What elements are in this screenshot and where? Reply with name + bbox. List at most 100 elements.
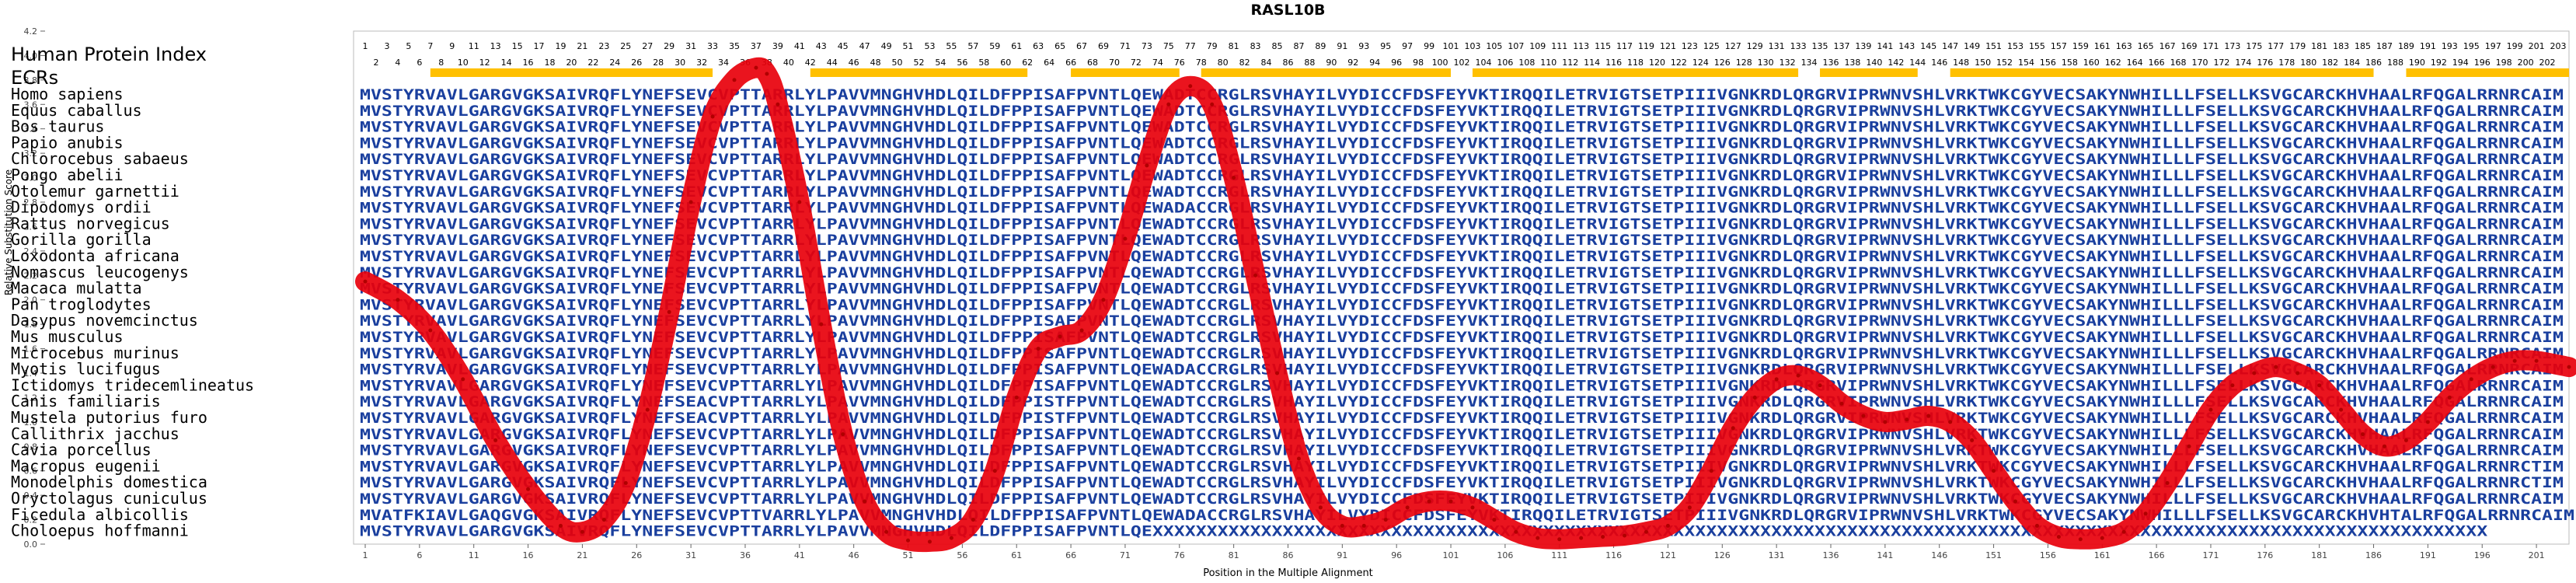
species-name: Dasypus novemcinctus (11, 311, 198, 330)
index-number: 14 (501, 58, 512, 68)
data-point (2383, 444, 2387, 449)
index-number: 202 (2539, 58, 2556, 68)
data-point (884, 529, 889, 534)
index-number: 72 (1131, 58, 1142, 68)
y-tick-label: 1.6 (24, 344, 38, 354)
index-number: 53 (924, 41, 935, 51)
data-point (558, 523, 563, 528)
x-tick-label: 196 (2474, 550, 2491, 560)
data-point (1492, 518, 1497, 522)
index-number: 183 (2333, 41, 2349, 51)
index-number: 30 (675, 58, 685, 68)
species-name: Equus caballus (11, 101, 142, 120)
index-number: 196 (2474, 58, 2491, 68)
index-number: 149 (1964, 41, 1980, 51)
x-axis: 1 6 11 16 21 26 31 36 41 46 51 56 61 66 71 76 81 86 91 96 10… (363, 544, 2545, 560)
data-point (1014, 395, 1019, 400)
index-number: 110 (1540, 58, 1556, 68)
index-number: 97 (1402, 41, 1413, 51)
alignment-rows: Homo sapiens MVSTYRVAVLGARGVGKSAIVRQFLYNE… (11, 85, 2574, 540)
index-number: 47 (859, 41, 870, 51)
index-number: 139 (1855, 41, 1871, 51)
index-number: 145 (1920, 41, 1936, 51)
x-axis-label: Position in the Multiple Alignment (1203, 567, 1373, 579)
sequence: MVSTYRVAVLGARGVGKSAIVRQFLYNEFSEVCVPTTARR… (360, 152, 2564, 168)
data-point (1470, 505, 1475, 510)
index-number: 198 (2496, 58, 2512, 68)
index-number: 76 (1174, 58, 1185, 68)
index-number: 60 (1000, 58, 1011, 68)
index-number: 19 (555, 41, 566, 51)
index-number: 83 (1250, 41, 1261, 51)
y-tick-label: 0.4 (24, 490, 38, 501)
data-point (1123, 236, 1128, 241)
index-number: 167 (2159, 41, 2176, 51)
index-number: 189 (2398, 41, 2414, 51)
data-point (1058, 334, 1062, 339)
index-number: 85 (1272, 41, 1283, 51)
index-number: 170 (2192, 58, 2208, 68)
data-point (1210, 102, 1215, 106)
data-point (710, 114, 715, 119)
index-number: 23 (598, 41, 609, 51)
index-number: 27 (642, 41, 653, 51)
data-point (526, 487, 531, 491)
x-tick-label: 101 (1443, 550, 1459, 560)
index-number: 57 (967, 41, 978, 51)
y-tick-label: 0.8 (24, 442, 38, 452)
data-point (2252, 371, 2257, 375)
data-point (2295, 371, 2300, 375)
y-tick-label: 3.4 (24, 124, 38, 134)
y-tick-label: 2.8 (24, 197, 38, 208)
index-number: 117 (1616, 41, 1633, 51)
data-point (1296, 456, 1301, 461)
data-point (1644, 529, 1649, 534)
species-row: Macaca mulatta MVSTYRVAVLGARGVGKSAIVRQFLY… (11, 279, 2564, 298)
data-point (2567, 365, 2571, 369)
index-number: 111 (1551, 41, 1567, 51)
sequence: MVSTYRVAVLGARGVGKSAIVRQFLYNEFSEVCVPTTARR… (360, 87, 2564, 103)
index-number: 63 (1033, 41, 1044, 51)
index-number: 161 (2094, 41, 2111, 51)
index-number: 61 (1011, 41, 1022, 51)
data-point (1687, 505, 1692, 510)
x-tick-label: 36 (740, 550, 751, 560)
index-number: 95 (1380, 41, 1391, 51)
data-point (2425, 420, 2430, 424)
data-point (1318, 505, 1323, 510)
index-number: 194 (2452, 58, 2469, 68)
index-number: 150 (1975, 58, 1991, 68)
species-row: Homo sapiens MVSTYRVAVLGARGVGKSAIVRQFLYNE… (11, 85, 2564, 103)
index-number: 121 (1660, 41, 1676, 51)
data-point (2187, 444, 2191, 449)
index-number: 126 (1714, 58, 1731, 68)
index-number: 35 (729, 41, 740, 51)
index-number: 190 (2409, 58, 2425, 68)
index-number: 176 (2257, 58, 2273, 68)
x-tick-label: 181 (2311, 550, 2327, 560)
species-row: Equus caballus MVSTYRVAVLGARGVGKSAIVRQFLY… (11, 101, 2564, 120)
index-number: 181 (2311, 41, 2327, 51)
index-number: 24 (609, 58, 620, 68)
data-point (1448, 499, 1453, 504)
species-name: Macropus eugenii (11, 456, 161, 475)
sequence: MVSTYRVAVLGARGVGKSAIVRQFLYNEFSEVCVPTTARR… (360, 297, 2564, 313)
index-number: 68 (1087, 58, 1098, 68)
index-number: 159 (2072, 41, 2089, 51)
index-number: 106 (1497, 58, 1513, 68)
index-number: 17 (534, 41, 545, 51)
index-number: 77 (1185, 41, 1196, 51)
data-point (2317, 383, 2322, 388)
x-tick-label: 201 (2529, 550, 2545, 560)
species-name: Oryctolagus cuniculus (11, 489, 207, 508)
x-tick-label: 111 (1551, 550, 1567, 560)
index-number: 28 (653, 58, 664, 68)
species-row: Chlorocebus sabaeus MVSTYRVAVLGARGVGKSAIV… (11, 149, 2564, 168)
index-number: 141 (1877, 41, 1893, 51)
data-point (2056, 535, 2061, 539)
ecr-bar (1201, 68, 1452, 77)
data-point (1905, 417, 1909, 422)
sequence: MVSTYRVAVLGARGVGKSAIVRQFLYNEFSEVCVPTTARR… (360, 103, 2564, 120)
species-name: Pan troglodytes (11, 295, 152, 313)
data-point (601, 518, 606, 522)
